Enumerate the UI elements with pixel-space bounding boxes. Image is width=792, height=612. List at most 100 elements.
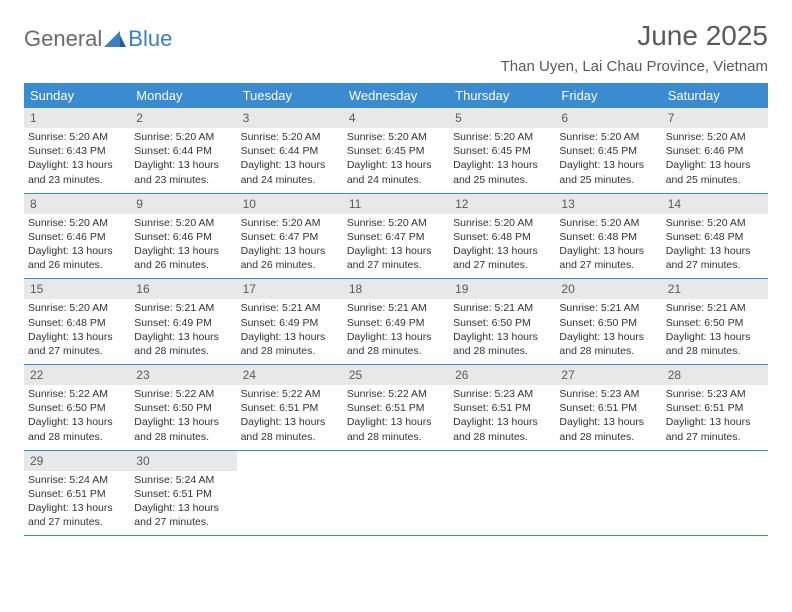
daylight-text: and 28 minutes. — [666, 344, 764, 358]
sunset-text: Sunset: 6:51 PM — [28, 487, 126, 501]
week-row: Sunrise: 5:22 AMSunset: 6:50 PMDaylight:… — [24, 385, 768, 450]
day-details: Sunrise: 5:23 AMSunset: 6:51 PMDaylight:… — [559, 385, 657, 444]
day-cell: Sunrise: 5:20 AMSunset: 6:48 PMDaylight:… — [555, 214, 661, 279]
day-details: Sunrise: 5:20 AMSunset: 6:47 PMDaylight:… — [347, 214, 445, 273]
day-number-cell — [662, 450, 768, 471]
sunrise-text: Sunrise: 5:20 AM — [28, 216, 126, 230]
sunrise-text: Sunrise: 5:23 AM — [453, 387, 551, 401]
weekday-header: Monday — [130, 83, 236, 108]
weekday-header-row: Sunday Monday Tuesday Wednesday Thursday… — [24, 83, 768, 108]
sunset-text: Sunset: 6:50 PM — [28, 401, 126, 415]
daylight-text: Daylight: 13 hours — [453, 244, 551, 258]
day-cell — [449, 471, 555, 536]
sunrise-text: Sunrise: 5:21 AM — [559, 301, 657, 315]
sunset-text: Sunset: 6:50 PM — [134, 401, 232, 415]
daylight-text: Daylight: 13 hours — [559, 415, 657, 429]
day-details: Sunrise: 5:21 AMSunset: 6:50 PMDaylight:… — [666, 299, 764, 358]
day-cell: Sunrise: 5:20 AMSunset: 6:46 PMDaylight:… — [662, 128, 768, 193]
sunset-text: Sunset: 6:46 PM — [666, 144, 764, 158]
week-row: Sunrise: 5:20 AMSunset: 6:46 PMDaylight:… — [24, 214, 768, 279]
day-details: Sunrise: 5:20 AMSunset: 6:48 PMDaylight:… — [28, 299, 126, 358]
daylight-text: and 27 minutes. — [559, 258, 657, 272]
day-cell: Sunrise: 5:21 AMSunset: 6:50 PMDaylight:… — [662, 299, 768, 364]
logo-text-general: General — [24, 26, 102, 52]
day-details: Sunrise: 5:24 AMSunset: 6:51 PMDaylight:… — [28, 471, 126, 530]
daylight-text: Daylight: 13 hours — [559, 158, 657, 172]
sunset-text: Sunset: 6:51 PM — [241, 401, 339, 415]
day-cell: Sunrise: 5:21 AMSunset: 6:49 PMDaylight:… — [343, 299, 449, 364]
daylight-text: and 28 minutes. — [453, 430, 551, 444]
header-row: General Blue June 2025 Than Uyen, Lai Ch… — [24, 20, 768, 75]
daylight-text: and 27 minutes. — [28, 344, 126, 358]
daylight-text: and 26 minutes. — [134, 258, 232, 272]
sunrise-text: Sunrise: 5:20 AM — [666, 216, 764, 230]
day-number-cell: 7 — [662, 108, 768, 128]
week-row: Sunrise: 5:24 AMSunset: 6:51 PMDaylight:… — [24, 471, 768, 536]
daylight-text: and 27 minutes. — [28, 515, 126, 529]
daylight-text: Daylight: 13 hours — [28, 244, 126, 258]
daylight-text: Daylight: 13 hours — [559, 330, 657, 344]
day-number-cell: 10 — [237, 193, 343, 214]
day-cell: Sunrise: 5:20 AMSunset: 6:44 PMDaylight:… — [130, 128, 236, 193]
daylight-text: Daylight: 13 hours — [347, 158, 445, 172]
daylight-text: and 25 minutes. — [453, 173, 551, 187]
day-number-cell: 23 — [130, 365, 236, 386]
daylight-text: and 28 minutes. — [28, 430, 126, 444]
weekday-header: Friday — [555, 83, 661, 108]
day-details: Sunrise: 5:21 AMSunset: 6:49 PMDaylight:… — [134, 299, 232, 358]
sunset-text: Sunset: 6:43 PM — [28, 144, 126, 158]
day-details: Sunrise: 5:23 AMSunset: 6:51 PMDaylight:… — [453, 385, 551, 444]
sunrise-text: Sunrise: 5:20 AM — [28, 130, 126, 144]
day-number-cell: 22 — [24, 365, 130, 386]
day-details: Sunrise: 5:21 AMSunset: 6:49 PMDaylight:… — [241, 299, 339, 358]
page: General Blue June 2025 Than Uyen, Lai Ch… — [0, 0, 792, 556]
sunrise-text: Sunrise: 5:24 AM — [134, 473, 232, 487]
daylight-text: Daylight: 13 hours — [134, 330, 232, 344]
daynum-row: 891011121314 — [24, 193, 768, 214]
calendar-table: Sunday Monday Tuesday Wednesday Thursday… — [24, 83, 768, 536]
daylight-text: Daylight: 13 hours — [28, 330, 126, 344]
daylight-text: Daylight: 13 hours — [134, 158, 232, 172]
day-number-cell: 30 — [130, 450, 236, 471]
day-cell: Sunrise: 5:24 AMSunset: 6:51 PMDaylight:… — [130, 471, 236, 536]
daylight-text: and 23 minutes. — [28, 173, 126, 187]
day-cell: Sunrise: 5:22 AMSunset: 6:51 PMDaylight:… — [343, 385, 449, 450]
daylight-text: Daylight: 13 hours — [241, 330, 339, 344]
sunset-text: Sunset: 6:50 PM — [559, 316, 657, 330]
sunset-text: Sunset: 6:50 PM — [666, 316, 764, 330]
sunrise-text: Sunrise: 5:23 AM — [559, 387, 657, 401]
daylight-text: Daylight: 13 hours — [666, 244, 764, 258]
day-details: Sunrise: 5:20 AMSunset: 6:45 PMDaylight:… — [559, 128, 657, 187]
day-cell: Sunrise: 5:20 AMSunset: 6:45 PMDaylight:… — [555, 128, 661, 193]
daylight-text: Daylight: 13 hours — [241, 244, 339, 258]
sunrise-text: Sunrise: 5:20 AM — [347, 130, 445, 144]
daylight-text: Daylight: 13 hours — [559, 244, 657, 258]
day-cell: Sunrise: 5:20 AMSunset: 6:47 PMDaylight:… — [237, 214, 343, 279]
day-details: Sunrise: 5:22 AMSunset: 6:51 PMDaylight:… — [347, 385, 445, 444]
week-row: Sunrise: 5:20 AMSunset: 6:48 PMDaylight:… — [24, 299, 768, 364]
day-cell: Sunrise: 5:23 AMSunset: 6:51 PMDaylight:… — [662, 385, 768, 450]
daylight-text: and 27 minutes. — [347, 258, 445, 272]
sunset-text: Sunset: 6:49 PM — [347, 316, 445, 330]
day-details: Sunrise: 5:20 AMSunset: 6:48 PMDaylight:… — [453, 214, 551, 273]
sunrise-text: Sunrise: 5:23 AM — [666, 387, 764, 401]
day-number-cell: 20 — [555, 279, 661, 300]
sunset-text: Sunset: 6:48 PM — [559, 230, 657, 244]
sunset-text: Sunset: 6:46 PM — [28, 230, 126, 244]
daylight-text: Daylight: 13 hours — [241, 158, 339, 172]
day-cell: Sunrise: 5:20 AMSunset: 6:46 PMDaylight:… — [130, 214, 236, 279]
sunset-text: Sunset: 6:47 PM — [241, 230, 339, 244]
day-cell — [343, 471, 449, 536]
sunset-text: Sunset: 6:47 PM — [347, 230, 445, 244]
day-number-cell: 1 — [24, 108, 130, 128]
sunset-text: Sunset: 6:45 PM — [453, 144, 551, 158]
daylight-text: and 28 minutes. — [559, 430, 657, 444]
weekday-header: Sunday — [24, 83, 130, 108]
day-details: Sunrise: 5:21 AMSunset: 6:50 PMDaylight:… — [559, 299, 657, 358]
sunrise-text: Sunrise: 5:22 AM — [134, 387, 232, 401]
sunrise-text: Sunrise: 5:21 AM — [347, 301, 445, 315]
day-cell: Sunrise: 5:23 AMSunset: 6:51 PMDaylight:… — [555, 385, 661, 450]
day-number-cell: 3 — [237, 108, 343, 128]
daylight-text: Daylight: 13 hours — [347, 415, 445, 429]
sunset-text: Sunset: 6:48 PM — [666, 230, 764, 244]
